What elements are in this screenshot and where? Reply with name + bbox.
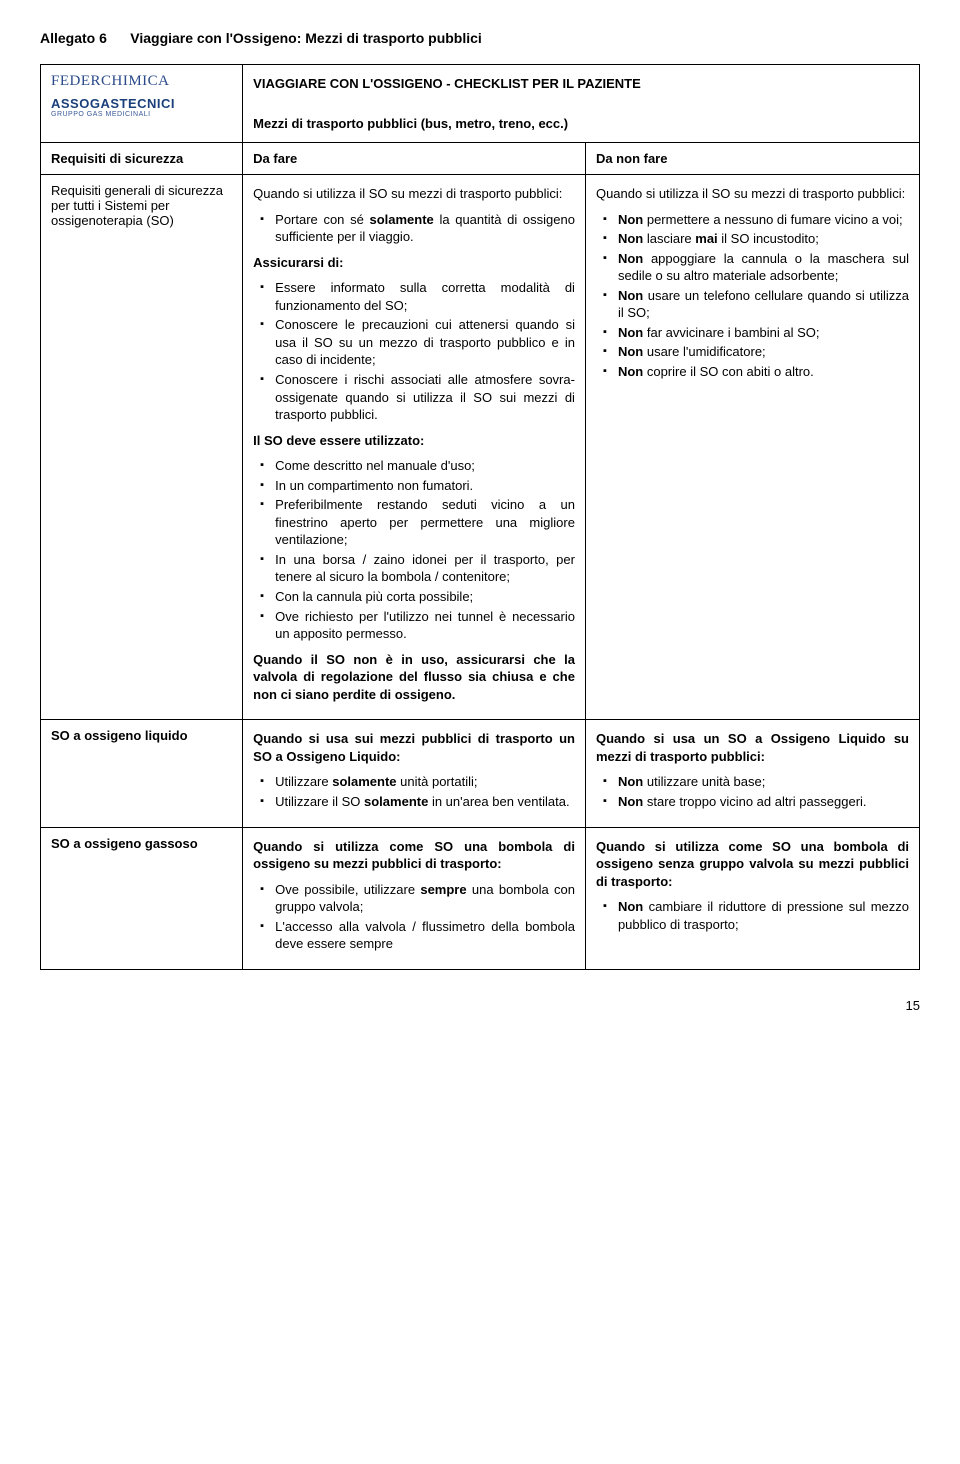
- row2-label: SO a ossigeno liquido: [41, 720, 243, 827]
- list-item: Conoscere le precauzioni cui attenersi q…: [275, 316, 575, 369]
- r1c3-intro: Quando si utilizza il SO su mezzi di tra…: [596, 185, 909, 203]
- list-item: Non usare un telefono cellulare quando s…: [618, 287, 909, 322]
- list-item: Come descritto nel manuale d'uso;: [275, 457, 575, 475]
- r2c2-intro: Quando si usa sui mezzi pubblici di tras…: [253, 730, 575, 765]
- logo-subtitle: GRUPPO GAS MEDICINALI: [51, 111, 232, 118]
- list-item: Non appoggiare la cannula o la maschera …: [618, 250, 909, 285]
- list-item: Utilizzare solamente unità portatili;: [275, 773, 575, 791]
- list-item: Conoscere i rischi associati alle atmosf…: [275, 371, 575, 424]
- list-item: Utilizzare il SO solamente in un'area be…: [275, 793, 575, 811]
- list-item: Non cambiare il riduttore di pressione s…: [618, 898, 909, 933]
- col-header-3: Da non fare: [585, 143, 919, 175]
- list-item: In un compartimento non fumatori.: [275, 477, 575, 495]
- col-header-2: Da fare: [243, 143, 586, 175]
- logo-cell: FEDERCHIMICA ASSOGASTECNICI GRUPPO GAS M…: [41, 65, 243, 143]
- list-item: In una borsa / zaino idonei per il trasp…: [275, 551, 575, 586]
- r3c2-intro: Quando si utilizza come SO una bombola d…: [253, 838, 575, 873]
- r1c2-closing: Quando il SO non è in uso, assicurarsi c…: [253, 651, 575, 704]
- box-title-1: VIAGGIARE CON L'OSSIGENO - CHECKLIST PER…: [253, 75, 909, 93]
- page-number: 15: [40, 998, 920, 1013]
- col-header-1: Requisiti di sicurezza: [41, 143, 243, 175]
- list-item: Preferibilmente restando seduti vicino a…: [275, 496, 575, 549]
- row3-label: SO a ossigeno gassoso: [41, 827, 243, 969]
- r1c2-assicurarsi: Assicurarsi di:: [253, 254, 575, 272]
- list-item: Non utilizzare unità base;: [618, 773, 909, 791]
- row1-label: Requisiti generali di sicurezza per tutt…: [41, 175, 243, 720]
- row2-do: Quando si usa sui mezzi pubblici di tras…: [243, 720, 586, 827]
- row2-dont: Quando si usa un SO a Ossigeno Liquido s…: [585, 720, 919, 827]
- r2c3-intro: Quando si usa un SO a Ossigeno Liquido s…: [596, 730, 909, 765]
- box-title-cell: VIAGGIARE CON L'OSSIGENO - CHECKLIST PER…: [243, 65, 920, 143]
- box-title-2: Mezzi di trasporto pubblici (bus, metro,…: [253, 115, 909, 133]
- list-item: Non coprire il SO con abiti o altro.: [618, 363, 909, 381]
- doc-title: Viaggiare con l'Ossigeno: Mezzi di trasp…: [130, 30, 482, 46]
- list-item: Non stare troppo vicino ad altri passegg…: [618, 793, 909, 811]
- list-item: Non far avvicinare i bambini al SO;: [618, 324, 909, 342]
- row1-do: Quando si utilizza il SO su mezzi di tra…: [243, 175, 586, 720]
- list-item: Con la cannula più corta possibile;: [275, 588, 575, 606]
- list-item: Ove richiesto per l'utilizzo nei tunnel …: [275, 608, 575, 643]
- list-item: Ove possibile, utilizzare sempre una bom…: [275, 881, 575, 916]
- list-item: Non permettere a nessuno di fumare vicin…: [618, 211, 909, 229]
- r1c2-intro: Quando si utilizza il SO su mezzi di tra…: [253, 185, 575, 203]
- list-item: Essere informato sulla corretta modalità…: [275, 279, 575, 314]
- list-item: Non usare l'umidificatore;: [618, 343, 909, 361]
- list-item: L'accesso alla valvola / flussimetro del…: [275, 918, 575, 953]
- list-item: Portare con sé solamente la quantità di …: [275, 211, 575, 246]
- row3-do: Quando si utilizza come SO una bombola d…: [243, 827, 586, 969]
- logo-federchimica: FEDERCHIMICA: [51, 73, 232, 90]
- logo-assogastecnici: ASSOGASTECNICI: [51, 96, 232, 111]
- checklist-table: FEDERCHIMICA ASSOGASTECNICI GRUPPO GAS M…: [40, 64, 920, 970]
- allegato-label: Allegato 6: [40, 30, 107, 46]
- r1c2-utilizzato: Il SO deve essere utilizzato:: [253, 432, 575, 450]
- page-header: Allegato 6 Viaggiare con l'Ossigeno: Mez…: [40, 30, 920, 46]
- list-item: Non lasciare mai il SO incustodito;: [618, 230, 909, 248]
- r3c3-intro: Quando si utilizza come SO una bombola d…: [596, 838, 909, 891]
- row3-dont: Quando si utilizza come SO una bombola d…: [585, 827, 919, 969]
- row1-dont: Quando si utilizza il SO su mezzi di tra…: [585, 175, 919, 720]
